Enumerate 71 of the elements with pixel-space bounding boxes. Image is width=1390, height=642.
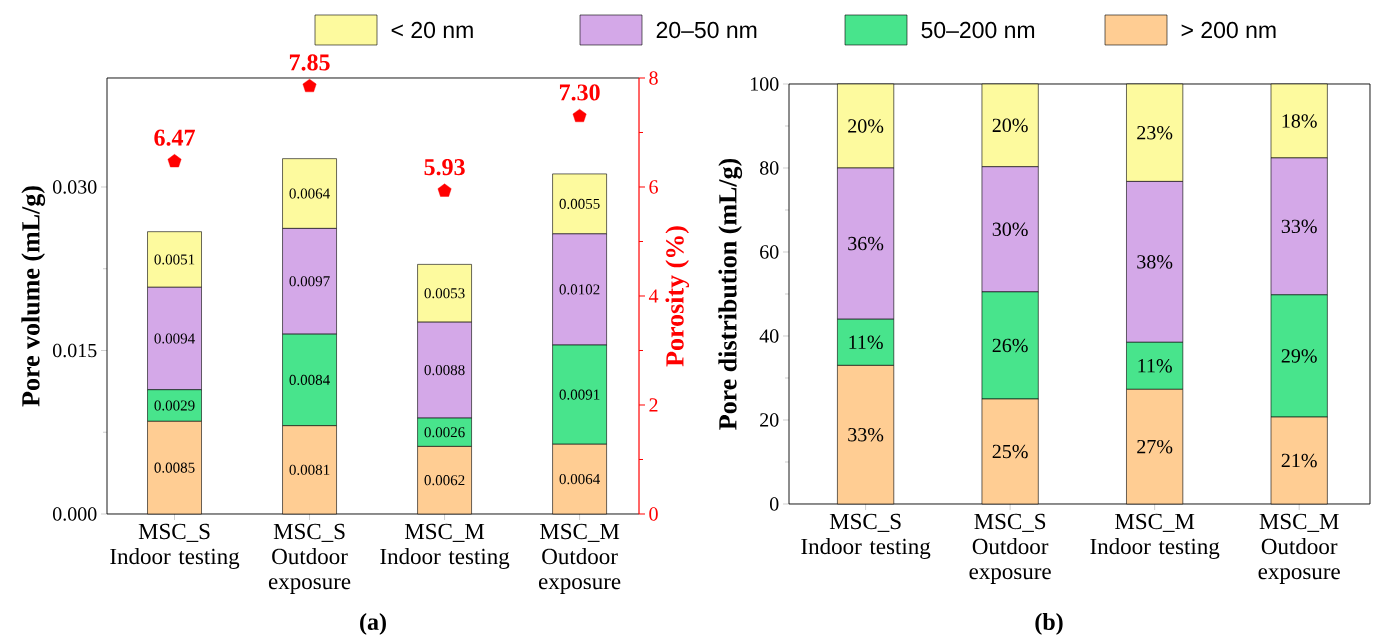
y-axis-title: Pore distribution (mL/g): [718, 158, 743, 430]
data-label: 11%: [849, 335, 883, 350]
data-label: 20%: [848, 119, 884, 133]
legend-label: 50–200 nm: [921, 21, 1035, 39]
y2-tick-label: 8: [649, 71, 658, 85]
data-label: 6.47: [154, 129, 195, 146]
data-label: 0.0051: [154, 254, 195, 265]
data-label: 0.0091: [559, 389, 600, 400]
data-label: 0.0064: [559, 474, 600, 485]
data-label: 33%: [848, 427, 884, 442]
data-label: 0.0026: [424, 427, 465, 438]
data-label: 0.0102: [559, 284, 600, 295]
data-label: 0.0094: [154, 333, 195, 344]
data-label: 36%: [848, 236, 884, 251]
data-label: 0.0088: [424, 365, 465, 376]
y2-axis-title: Porosity (%): [665, 226, 690, 367]
y2-tick-label: 4: [648, 289, 659, 303]
y-tick-label: 0.000: [53, 507, 97, 521]
data-label: 0.0085: [154, 462, 195, 473]
data-label: 0.0081: [289, 464, 330, 475]
point: [167, 154, 182, 168]
point: [437, 183, 452, 197]
data-label: 18%: [1282, 114, 1317, 128]
data-label: 0.0053: [424, 288, 465, 299]
y2-tick-label: 6: [649, 180, 658, 194]
point: [572, 108, 587, 122]
data-label: 7.85: [289, 54, 330, 71]
data-label: 5.93: [424, 159, 465, 176]
x-tick-label: MSC_M Outdoor exposure: [1258, 513, 1340, 584]
data-label: 25%: [992, 444, 1028, 459]
data-label: 21%: [1281, 453, 1317, 468]
data-label: 0.0029: [154, 400, 195, 411]
y-tick-label: 80: [759, 161, 779, 175]
y-tick-label: 0.030: [53, 180, 97, 194]
data-label: 38%: [1137, 255, 1173, 269]
data-label: 23%: [1137, 125, 1173, 140]
y2-tick-label: 0: [649, 507, 658, 521]
text: (a): [360, 613, 386, 635]
x-tick-label: MSC_S Indoor testing: [801, 513, 931, 559]
x-tick-label: MSC_M Outdoor exposure: [538, 523, 621, 594]
y-tick-label: 100: [750, 77, 779, 91]
data-label: 0.0062: [424, 475, 465, 486]
legend-label: > 200 nm: [1181, 21, 1276, 39]
point: [302, 78, 317, 93]
legend-label: < 20 nm: [391, 21, 473, 39]
y-axis-title: Pore volume (mL/g): [21, 186, 46, 407]
x-tick-label: MSC_S Outdoor exposure: [268, 523, 351, 594]
x-tick-label: MSC_M Indoor testing: [1090, 513, 1220, 559]
data-label: 27%: [1137, 439, 1173, 454]
x-tick-label: MSC_S Indoor testing: [110, 523, 240, 569]
data-label: 29%: [1281, 349, 1317, 363]
data-label: 20%: [992, 118, 1028, 133]
y-tick-label: 40: [759, 329, 779, 343]
data-label: 0.0064: [289, 188, 330, 199]
data-label: 0.0084: [289, 374, 330, 386]
data-label: 0.0097: [289, 276, 330, 287]
data-label: 11%: [1138, 359, 1172, 373]
y-tick-label: 60: [760, 245, 779, 259]
x-tick-label: MSC_M Indoor testing: [380, 523, 510, 569]
data-label: 30%: [992, 222, 1028, 237]
data-label: 26%: [992, 338, 1028, 353]
text: (b): [1035, 613, 1063, 635]
y2-tick-label: 2: [649, 398, 658, 412]
legend-label: 20–50 nm: [656, 21, 757, 39]
data-label: 7.30: [559, 84, 600, 101]
y-tick-label: 20: [760, 413, 779, 427]
y-tick-label: 0: [769, 497, 779, 511]
data-label: 0.0055: [559, 198, 600, 209]
x-tick-label: MSC_S Outdoor exposure: [969, 513, 1051, 584]
data-label: 33%: [1281, 219, 1317, 234]
y-tick-label: 0.015: [53, 343, 97, 358]
